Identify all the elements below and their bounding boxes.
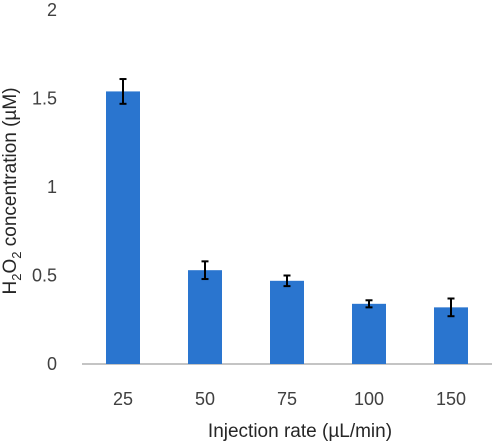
y-tick-label: 2 xyxy=(47,0,57,20)
error-bars xyxy=(119,78,455,318)
x-tick-label: 50 xyxy=(195,389,215,409)
y-axis-title: H2O2 concentration (µM) xyxy=(0,87,24,294)
x-tick-label: 100 xyxy=(354,389,384,409)
y-tick-label: 1 xyxy=(47,177,57,197)
bar xyxy=(352,303,386,364)
bar xyxy=(106,91,140,365)
x-axis-ticks: 25 50 75 100 150 xyxy=(113,389,466,409)
y-title-sub1: 2 xyxy=(9,274,24,281)
y-title-prefix: H xyxy=(0,281,21,295)
error-bar xyxy=(119,78,127,105)
y-tick-label: 0.5 xyxy=(32,266,57,286)
error-bar xyxy=(283,274,291,288)
bar xyxy=(270,280,304,364)
x-tick-label: 75 xyxy=(277,389,297,409)
x-axis-title: Injection rate (µL/min) xyxy=(208,421,392,442)
bar xyxy=(188,270,222,364)
y-tick-label: 1.5 xyxy=(32,89,57,109)
y-title-mid: O xyxy=(0,259,21,274)
bars xyxy=(106,91,468,365)
x-tick-label: 25 xyxy=(113,389,133,409)
y-title-sub2: 2 xyxy=(9,252,24,259)
y-title-suffix: concentration (µM) xyxy=(0,87,21,251)
error-bar xyxy=(447,297,455,318)
error-bar xyxy=(365,299,373,309)
x-tick-label: 150 xyxy=(436,389,466,409)
error-bar xyxy=(201,260,209,281)
y-axis-ticks: 0 0.5 1 1.5 2 xyxy=(32,0,57,374)
y-tick-label: 0 xyxy=(47,354,57,374)
